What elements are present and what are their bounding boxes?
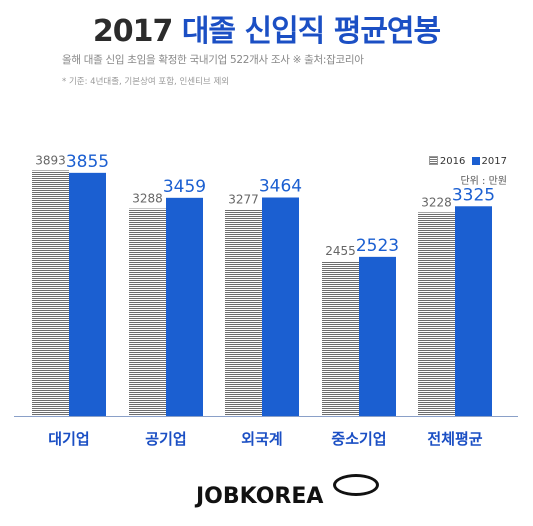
bar-2016-4 bbox=[418, 212, 455, 416]
chart-note: * 기준: 4년대졸, 기본상여 포함, 인센티브 제외 bbox=[62, 77, 230, 87]
bar-2017-0 bbox=[69, 172, 106, 416]
bar-2017-4 bbox=[455, 206, 492, 416]
chart-subtitle: 올해 대졸 신입 초임을 확정한 국내기업 522개사 조사 ※ 출처:잡코리아 bbox=[62, 54, 364, 66]
value-label-2017-2: 3464 bbox=[259, 177, 302, 197]
bar-2016-1 bbox=[129, 208, 166, 416]
value-label-2016-3: 2455 bbox=[325, 244, 356, 258]
value-label-2016-1: 3288 bbox=[132, 192, 163, 206]
value-label-2016-2: 3277 bbox=[228, 192, 259, 206]
category-label-3: 중소기업 bbox=[331, 430, 386, 448]
unit-label: 단위 : 만원 bbox=[460, 176, 507, 187]
value-label-2017-3: 2523 bbox=[356, 236, 399, 256]
value-label-2017-0: 3855 bbox=[66, 152, 109, 172]
category-label-1: 공기업 bbox=[145, 430, 186, 448]
legend-label-2017: 2017 bbox=[481, 156, 507, 167]
category-label-2: 외국계 bbox=[241, 430, 282, 448]
value-label-2017-4: 3325 bbox=[452, 185, 495, 205]
bar-2016-0 bbox=[32, 170, 69, 416]
legend-swatch-2016 bbox=[428, 156, 438, 165]
bar-2017-2 bbox=[262, 197, 299, 416]
value-label-2016-4: 3228 bbox=[421, 195, 452, 209]
title-main: 대졸 신입직 평균연봉 bbox=[181, 14, 441, 49]
jobkorea-logo: JOBKOREA bbox=[196, 484, 324, 509]
value-label-2016-0: 3893 bbox=[35, 153, 66, 167]
bar-2017-1 bbox=[166, 197, 203, 416]
legend: 2016 2017 bbox=[428, 156, 507, 167]
legend-swatch-2017 bbox=[471, 157, 480, 165]
bar-2016-3 bbox=[322, 261, 359, 416]
value-label-2017-1: 3459 bbox=[163, 177, 206, 197]
legend-label-2016: 2016 bbox=[439, 156, 466, 167]
title-year: 2017 bbox=[92, 14, 173, 49]
bar-2016-2 bbox=[225, 209, 262, 416]
category-label-4: 전체평균 bbox=[427, 430, 482, 448]
category-label-0: 대기업 bbox=[48, 430, 89, 448]
logo-swoosh-icon bbox=[333, 474, 379, 496]
bar-2017-3 bbox=[359, 256, 396, 416]
chart-title: 2017 대졸 신입직 평균연봉 bbox=[0, 6, 533, 50]
